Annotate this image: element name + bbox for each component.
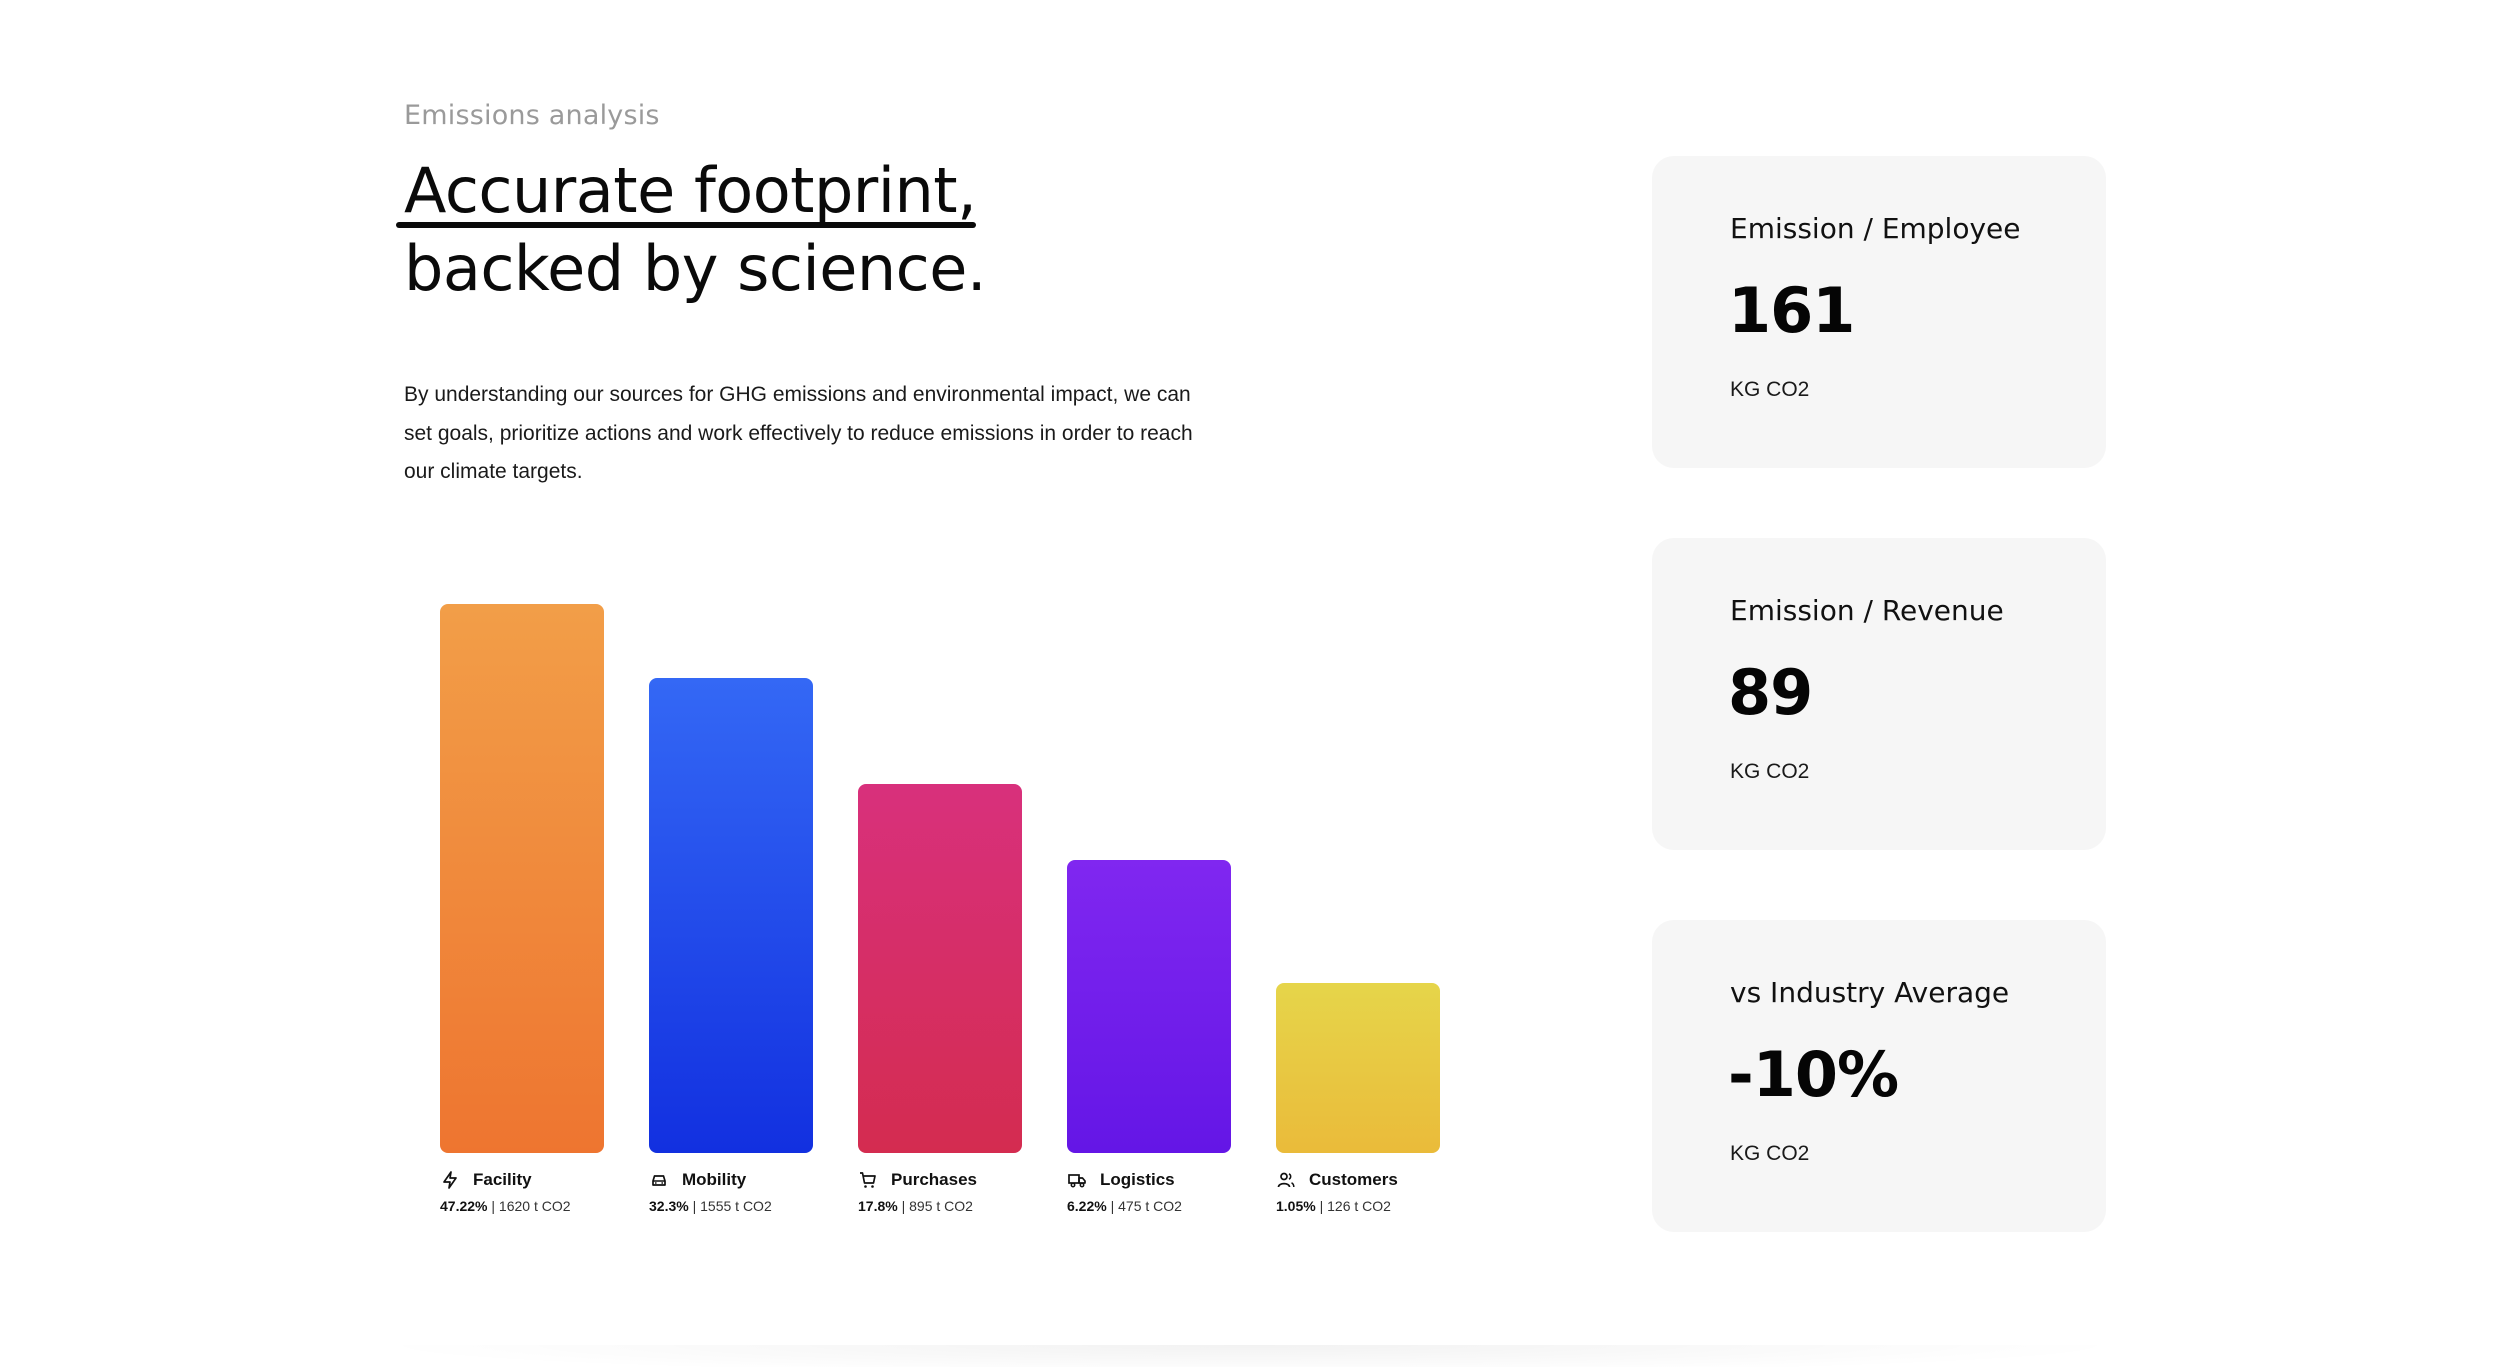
- car-icon: [652, 1175, 666, 1186]
- bar-category-name: Customers: [1309, 1170, 1398, 1189]
- bar-logistics: [1067, 860, 1231, 1153]
- section-eyebrow: Emissions analysis: [404, 100, 660, 131]
- bar-category: Customers: [1276, 1167, 1476, 1193]
- bolt-icon: [443, 1171, 457, 1189]
- bar-stats: 6.22% | 475 t CO2: [1067, 1198, 1267, 1214]
- metric-card-title: vs Industry Average: [1730, 976, 2010, 1009]
- metric-card-industry-average: vs Industry Average -10% KG CO2: [1652, 920, 2106, 1232]
- bar-label-customers: Customers 1.05% | 126 t CO2: [1276, 1167, 1476, 1223]
- bar-amount: 1555 t CO2: [700, 1198, 772, 1214]
- bar-stats-separator: |: [487, 1198, 499, 1214]
- metric-card-unit: KG CO2: [1730, 378, 1810, 401]
- bar-percent: 6.22%: [1067, 1198, 1107, 1214]
- bar-stats: 1.05% | 126 t CO2: [1276, 1198, 1476, 1214]
- bar-category-name: Purchases: [891, 1170, 977, 1189]
- metric-card-title: Emission / Employee: [1730, 212, 2021, 245]
- bar-customers: [1276, 983, 1440, 1153]
- bar-category: Purchases: [858, 1167, 1058, 1193]
- section-description: By understanding our sources for GHG emi…: [404, 383, 1193, 483]
- bar-stats-separator: |: [1106, 1198, 1119, 1214]
- metric-card-unit: KG CO2: [1730, 1142, 1810, 1165]
- bar-percent: 17.8%: [858, 1198, 898, 1214]
- bar-label-facility: Facility 47.22% | 1620 t CO2: [440, 1167, 640, 1223]
- bar-label-logistics: Logistics 6.22% | 475 t CO2: [1067, 1167, 1267, 1223]
- bar-category-name: Facility: [473, 1170, 532, 1189]
- metric-card-title: Emission / Revenue: [1730, 594, 2004, 627]
- bar-percent: 1.05%: [1276, 1198, 1316, 1214]
- metric-card-value: 161: [1728, 274, 1855, 347]
- emissions-bar-chart: Facility 47.22% | 1620 t CO2 Mobility 32.3%…: [420, 580, 1460, 1240]
- bar-category: Logistics: [1067, 1167, 1267, 1193]
- bar-amount: 126 t CO2: [1327, 1198, 1391, 1214]
- bar-stats-separator: |: [1315, 1198, 1328, 1214]
- bar-facility: [440, 604, 604, 1153]
- bar-amount: 895 t CO2: [909, 1198, 973, 1214]
- bar-amount: 1620 t CO2: [498, 1198, 571, 1214]
- bar-stats-separator: |: [897, 1198, 910, 1214]
- headline-line-1-text: Accurate footprint,: [404, 154, 977, 227]
- bar-category: Facility: [440, 1167, 640, 1193]
- bar-amount: 475 t CO2: [1118, 1198, 1182, 1214]
- bar-stats: 32.3% | 1555 t CO2: [649, 1198, 849, 1214]
- bar-category: Mobility: [649, 1167, 849, 1193]
- bar-purchases: [858, 784, 1022, 1153]
- metric-card-emission-employee: Emission / Employee 161 KG CO2: [1652, 156, 2106, 468]
- bar-stats: 17.8% | 895 t CO2: [858, 1198, 1058, 1214]
- metric-card-value: -10%: [1728, 1038, 1899, 1111]
- truck-icon: [1068, 1174, 1086, 1188]
- page-title: Accurate footprint, backed by science.: [396, 152, 987, 308]
- headline-line-2: backed by science.: [404, 232, 987, 305]
- emissions-bar-chart-svg: [440, 604, 1440, 1153]
- bar-label-purchases: Purchases 17.8% | 895 t CO2: [858, 1167, 1058, 1223]
- users-icon: [1277, 1172, 1295, 1188]
- bar-category-name: Mobility: [682, 1170, 747, 1189]
- cart-icon: [860, 1172, 876, 1188]
- headline-line-1: Accurate footprint,: [396, 152, 977, 230]
- headline-underline: [396, 222, 977, 228]
- bar-label-mobility: Mobility 32.3% | 1555 t CO2: [649, 1167, 849, 1223]
- bar-percent: 47.22%: [440, 1198, 488, 1214]
- bar-percent: 32.3%: [649, 1198, 689, 1214]
- metric-card-unit: KG CO2: [1730, 760, 1810, 783]
- metric-card-value: 89: [1728, 656, 1813, 729]
- bar-stats-separator: |: [688, 1198, 701, 1214]
- bar-category-name: Logistics: [1100, 1170, 1175, 1189]
- bottom-shadow: [360, 1345, 2140, 1367]
- bar-mobility: [649, 678, 813, 1153]
- metric-card-emission-revenue: Emission / Revenue 89 KG CO2: [1652, 538, 2106, 850]
- bar-stats: 47.22% | 1620 t CO2: [440, 1198, 640, 1214]
